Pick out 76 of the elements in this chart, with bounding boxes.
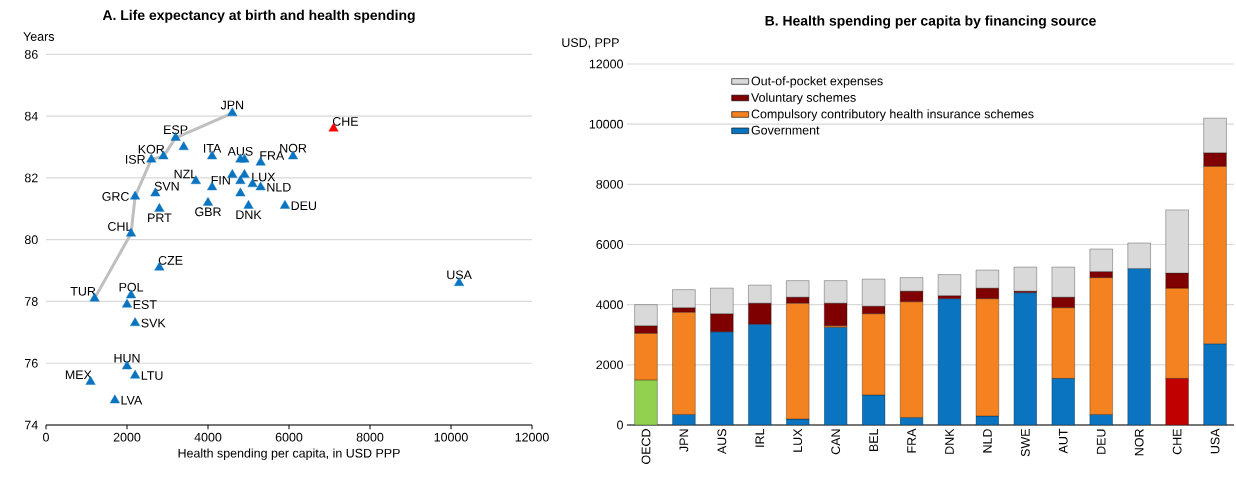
annotation: DEU: [291, 201, 316, 211]
annotation: NZL: [174, 169, 197, 179]
chart-title: B. Health spending per capita by financing source: [765, 15, 1096, 29]
annotation: TUR: [70, 286, 96, 296]
x-tick-label: FRA: [907, 428, 916, 453]
annotation: PRT: [148, 213, 172, 223]
annotation: SVN: [154, 181, 179, 191]
annotation: MEX: [65, 370, 92, 380]
annotation: FRA: [260, 151, 285, 160]
x-tick-label: 0: [43, 432, 49, 442]
y-tick-label: 4000: [596, 300, 623, 310]
x-tick-label: DEU: [1096, 429, 1106, 454]
legend-label: Out-of-pocket expenses: [751, 76, 883, 88]
y-tick-label: 8000: [596, 179, 623, 189]
annotation: ISR: [126, 155, 146, 164]
y-tick-label: 84: [24, 111, 38, 121]
annotation: POL: [119, 282, 144, 292]
y-tick-label: 12000: [589, 59, 623, 69]
y-tick-label: 76: [25, 358, 38, 368]
annotation: EST: [133, 300, 157, 309]
x-tick-label: NLD: [983, 429, 992, 453]
annotation: LTU: [141, 371, 163, 380]
x-tick-label: IRL: [755, 428, 765, 447]
annotation: CHL: [108, 222, 132, 231]
x-tick-label: OECD: [641, 429, 651, 464]
annotation: AUS: [227, 146, 253, 156]
x-tick-label: LUX: [793, 428, 803, 452]
annotation: CHE: [332, 117, 358, 126]
x-tick-label: 4000: [194, 432, 222, 442]
x-tick-label: 12000: [515, 432, 549, 442]
annotation: LUX: [252, 172, 276, 182]
x-tick-label: JPN: [679, 429, 689, 452]
annotation: NLD: [267, 182, 291, 192]
annotation: CZE: [158, 255, 183, 265]
x-tick-label: DNK: [945, 428, 954, 454]
x-tick-label: CAN: [831, 429, 841, 455]
x-tick-label: NOR: [1134, 429, 1144, 456]
x-tick-label: USA: [1210, 428, 1220, 454]
chart-title: A. Life expectancy at birth and health spending: [102, 9, 415, 23]
x-tick-label: CHE: [1172, 429, 1182, 455]
annotation: SVK: [141, 318, 166, 328]
y-tick-label: 82: [24, 173, 38, 183]
x-tick-label: AUS: [717, 429, 727, 455]
annotation: ITA: [203, 144, 222, 153]
annotation: DNK: [236, 210, 262, 219]
x-tick-label: AUT: [1058, 428, 1068, 454]
annotation: JPN: [220, 100, 244, 110]
y-axis-title: Years: [23, 32, 55, 41]
x-tick-label: SWE: [1020, 429, 1030, 457]
annotation: KOR: [138, 144, 165, 154]
annotation: ESP: [164, 125, 188, 135]
y-tick-label: 6000: [596, 240, 623, 249]
y-tick-label: 74: [25, 420, 38, 430]
y-tick-label: 86: [24, 49, 38, 59]
y-tick-label: 2000: [596, 360, 623, 370]
y-tick-label: 80: [24, 235, 38, 245]
x-axis-title: Health spending per capita, in USD PPP: [178, 448, 400, 461]
x-tick-label: 6000: [275, 432, 303, 442]
y-axis-title: USD, PPP: [562, 38, 619, 49]
legend-label: Compulsory contributory health insurance schemes: [751, 109, 1034, 121]
annotation: FIN: [211, 175, 230, 185]
annotation: NOR: [280, 143, 307, 153]
annotation: LVA: [121, 396, 143, 405]
annotation: HUN: [114, 353, 140, 363]
legend-label: Government: [751, 125, 820, 135]
x-tick-label: 2000: [113, 432, 141, 442]
y-tick-label: 78: [25, 297, 38, 306]
legend-label: Voluntary schemes: [751, 92, 856, 105]
x-tick-label: BEL: [869, 428, 878, 452]
y-tick-label: 0: [617, 420, 623, 430]
annotation: GRC: [102, 192, 129, 201]
annotation: GBR: [195, 207, 221, 217]
x-tick-label: 8000: [356, 432, 384, 442]
y-tick-label: 10000: [589, 119, 623, 129]
x-tick-label: 10000: [434, 432, 468, 442]
annotation: USA: [447, 270, 472, 280]
